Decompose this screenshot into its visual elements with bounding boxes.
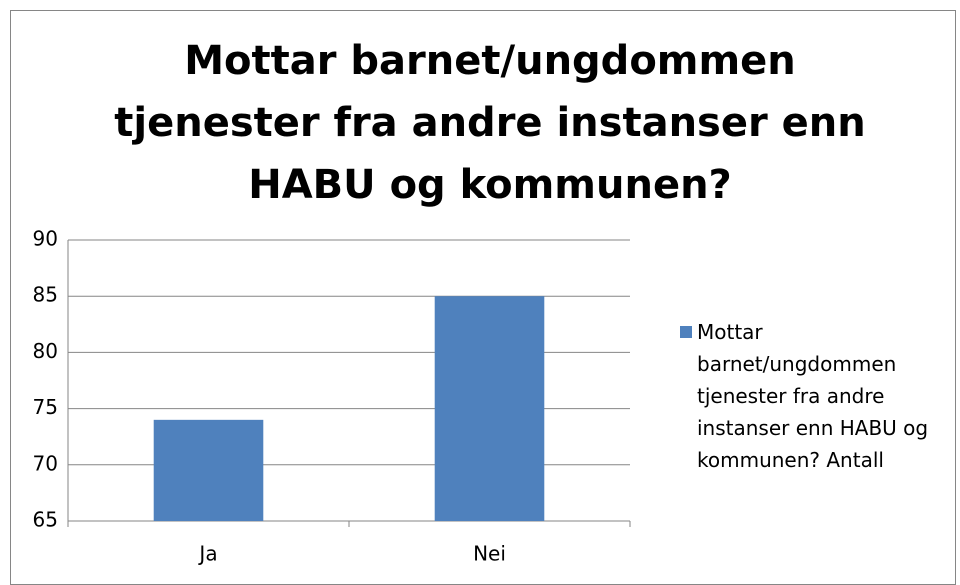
legend-label: Mottar barnet/ungdommen tjenester fra an… <box>697 320 929 472</box>
y-tick-label: 75 <box>33 395 58 419</box>
bar <box>153 419 264 521</box>
legend-swatch <box>680 326 692 338</box>
y-tick-label: 65 <box>33 508 58 532</box>
chart-title: Mottar barnet/ungdommen tjenester fra an… <box>114 38 866 208</box>
y-tick-label: 80 <box>33 339 58 363</box>
x-tick-label: Ja <box>197 542 217 566</box>
bar <box>434 296 545 521</box>
y-tick-label: 85 <box>33 283 58 307</box>
y-tick-label: 90 <box>33 227 58 251</box>
y-tick-label: 70 <box>33 451 58 475</box>
x-tick-label: Nei <box>473 542 506 566</box>
